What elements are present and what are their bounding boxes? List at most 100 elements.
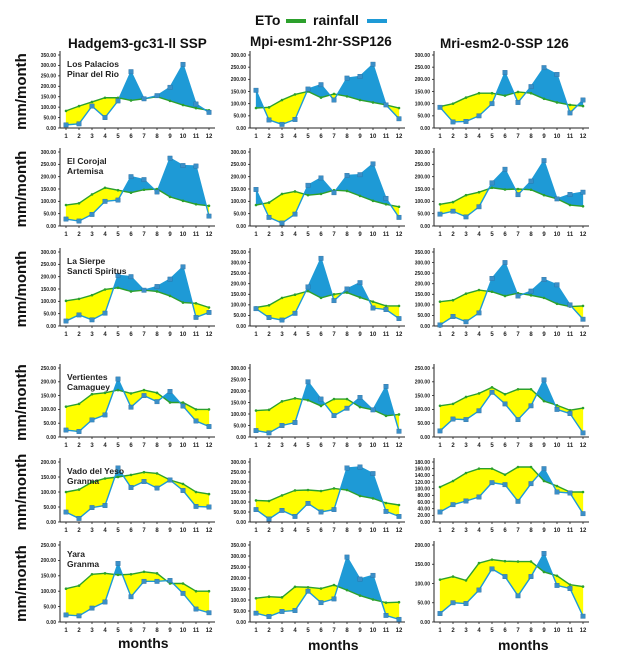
rainfall-point xyxy=(128,69,134,75)
x-tick-label: 6 xyxy=(503,443,507,449)
rainfall-point xyxy=(541,158,547,164)
rainfall-point xyxy=(305,284,311,290)
rainfall-point xyxy=(344,173,350,178)
y-tick-label: 150.00 xyxy=(231,187,247,193)
x-tick-label: 7 xyxy=(142,528,146,534)
x-tick-label: 7 xyxy=(332,443,336,449)
rainfall-point xyxy=(305,501,311,506)
eto-point xyxy=(516,560,520,563)
x-tick-label: 8 xyxy=(155,134,159,140)
x-tick-label: 8 xyxy=(529,528,533,534)
x-tick-label: 10 xyxy=(180,628,187,634)
eto-point xyxy=(503,188,507,191)
x-tick-label: 1 xyxy=(64,134,68,140)
rainfall-point xyxy=(331,507,337,512)
y-tick-label: 300.00 xyxy=(231,260,247,266)
x-tick-label: 11 xyxy=(567,628,574,634)
rainfall-point xyxy=(580,189,586,195)
x-tick-label: 3 xyxy=(464,232,468,238)
x-tick-label: 7 xyxy=(516,528,520,534)
x-tick-label: 12 xyxy=(396,232,403,238)
x-tick-label: 7 xyxy=(516,628,520,634)
y-tick-label: 300.00 xyxy=(231,554,247,560)
rainfall-point xyxy=(180,590,186,596)
eto-point xyxy=(181,103,185,107)
x-tick-label: 11 xyxy=(383,332,390,338)
y-tick-label: 100.00 xyxy=(231,598,247,604)
y-tick-label: 200.00 xyxy=(231,389,247,395)
chart-panel: 0.00 50.00 100.00 150.00 200.00 250.00 300.00 1… xyxy=(41,148,215,238)
y-tick-label: 50.00 xyxy=(233,423,246,429)
x-tick-label: 2 xyxy=(267,232,271,238)
rainfall-point xyxy=(344,286,350,292)
x-tick-label: 10 xyxy=(180,232,187,238)
rainfall-point xyxy=(528,84,534,90)
rainfall-point xyxy=(63,216,69,222)
x-tick-label: 1 xyxy=(438,332,442,338)
eto-point xyxy=(116,475,120,479)
rainfall-point xyxy=(567,490,573,496)
x-tick-label: 9 xyxy=(542,134,546,140)
rainfall-point xyxy=(580,97,586,103)
x-tick-label: 3 xyxy=(280,134,284,140)
eto-point xyxy=(293,489,297,492)
chart-panel: 0.00 50.00 100.00 150.00 200.00 250.00 300.00 3… xyxy=(231,541,405,634)
x-tick-label: 1 xyxy=(438,528,442,534)
y-tick-label: 200.00 xyxy=(231,282,247,288)
rainfall-point xyxy=(89,212,95,217)
rainfall-point xyxy=(396,616,402,622)
y-tick-label: 250.00 xyxy=(41,543,57,549)
eto-point xyxy=(555,302,559,306)
x-tick-label: 10 xyxy=(554,232,561,238)
rainfall-point xyxy=(279,317,285,323)
x-tick-label: 7 xyxy=(142,332,146,338)
x-tick-label: 8 xyxy=(345,528,349,534)
y-tick-label: 0.00 xyxy=(46,126,56,132)
x-tick-label: 11 xyxy=(383,628,390,634)
eto-point xyxy=(64,405,68,408)
y-tick-label: 100.00 xyxy=(231,412,247,418)
eto-point xyxy=(464,193,468,197)
rainfall-point xyxy=(396,316,402,321)
eto-point xyxy=(155,290,159,293)
x-tick-label: 7 xyxy=(142,232,146,238)
x-tick-label: 12 xyxy=(206,628,213,634)
y-tick-label: 150.00 xyxy=(415,89,431,95)
rainfall-point xyxy=(292,117,298,122)
eto-point xyxy=(293,93,297,96)
y-tick-label: 200.00 xyxy=(415,174,431,180)
rainfall-point xyxy=(102,412,108,418)
rainfall-point xyxy=(370,161,376,167)
x-tick-label: 1 xyxy=(254,528,258,534)
y-axis-label: mm/month xyxy=(13,545,30,622)
rainfall-point xyxy=(528,403,534,409)
rainfall-point xyxy=(463,119,469,124)
eto-point xyxy=(464,579,468,582)
x-tick-label: 8 xyxy=(529,443,533,449)
rainfall-point xyxy=(167,477,173,483)
deficit-area xyxy=(307,489,322,513)
eto-point xyxy=(438,300,442,303)
eto-point xyxy=(306,289,310,293)
eto-point xyxy=(103,96,107,100)
x-tick-label: 12 xyxy=(396,134,403,140)
eto-point xyxy=(142,388,146,392)
rainfall-point xyxy=(567,411,573,416)
y-tick-label: 50.00 xyxy=(43,604,56,610)
x-tick-label: 11 xyxy=(193,443,200,449)
x-tick-label: 5 xyxy=(490,134,494,140)
eto-point xyxy=(280,494,284,497)
y-tick-label: 150.00 xyxy=(231,292,247,298)
eto-point xyxy=(280,98,284,102)
rainfall-point xyxy=(89,417,95,423)
y-tick-label: 150.00 xyxy=(231,490,247,496)
eto-line xyxy=(65,187,210,207)
eto-point xyxy=(371,300,375,303)
y-tick-label: 200.00 xyxy=(41,460,57,466)
rainfall-point xyxy=(567,192,573,197)
eto-point xyxy=(384,414,388,418)
eto-point xyxy=(371,101,375,104)
